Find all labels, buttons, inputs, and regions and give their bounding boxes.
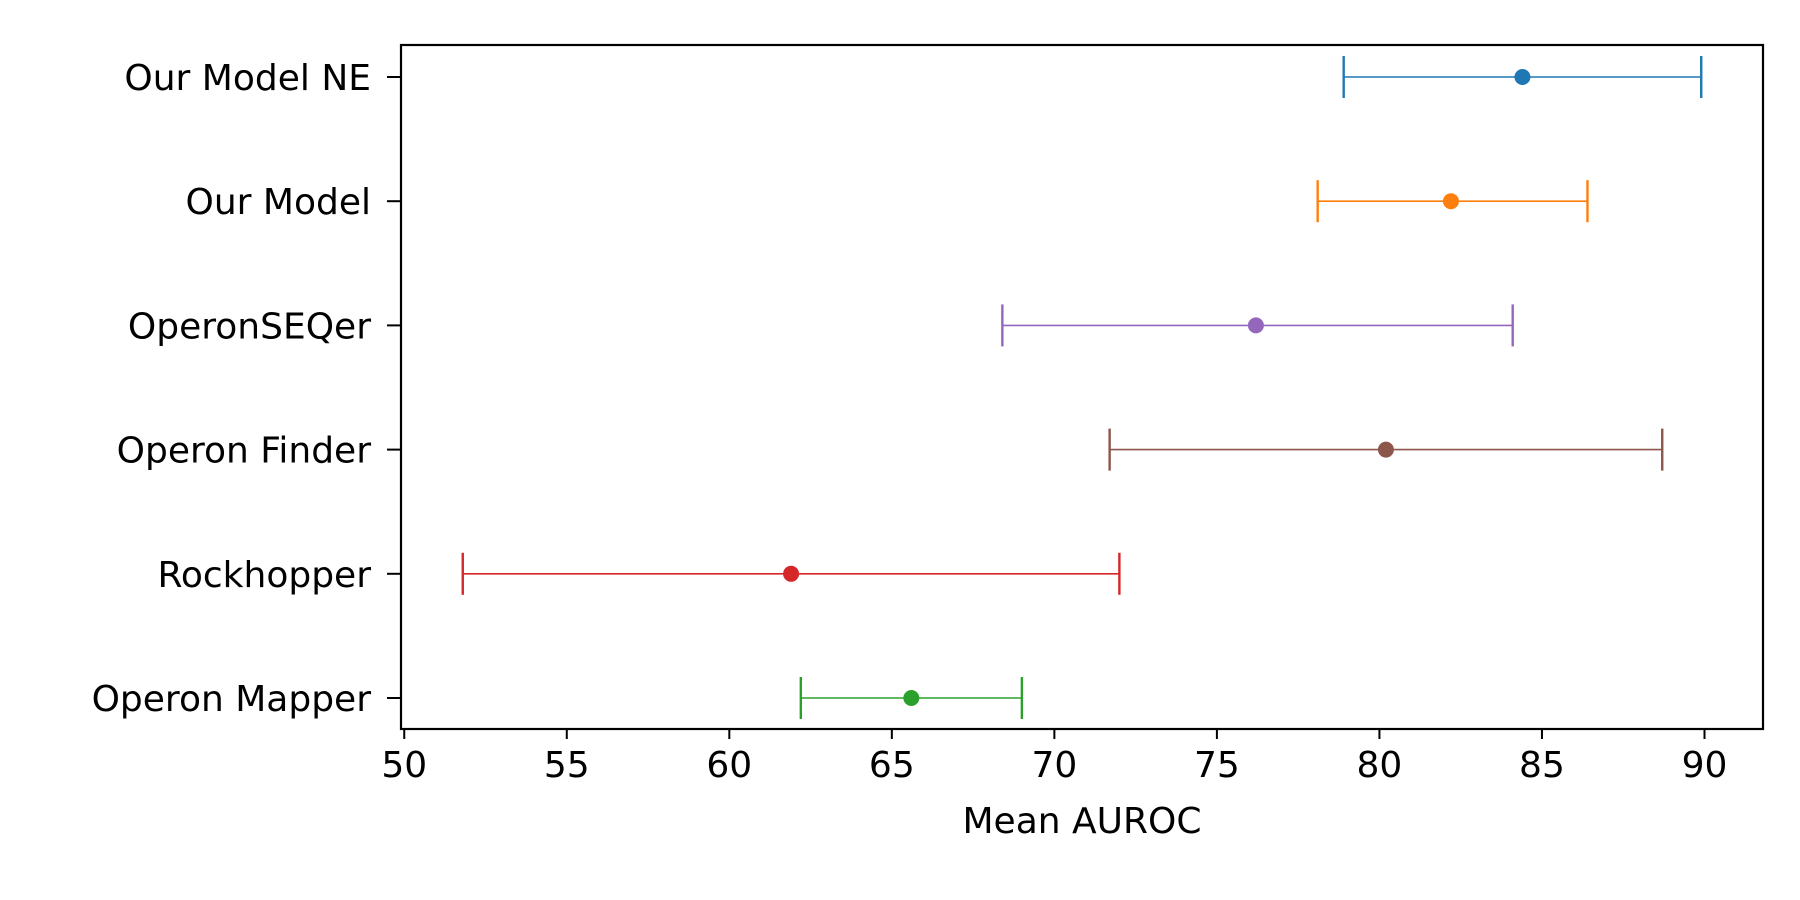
x-tick-label: 80: [1357, 745, 1403, 786]
mean-point: [1247, 317, 1264, 334]
y-tick-label: Rockhopper: [157, 555, 371, 596]
x-axis-title: Mean AUROC: [963, 801, 1202, 842]
chart-marks: [461, 56, 1703, 719]
mean-point: [1442, 193, 1459, 210]
y-tick-label: Our Model: [186, 182, 371, 223]
errorbar-group: [799, 677, 1024, 719]
y-axis: Our Model NE Our Model OperonSEQer Operon F…: [92, 58, 401, 720]
y-tick-label: Operon Mapper: [92, 679, 372, 720]
mean-point: [1514, 69, 1531, 85]
x-tick-label: 60: [706, 745, 752, 786]
x-axis: 50 55 60 65 70 75 80 85 90: [381, 729, 1727, 786]
x-tick-label: 90: [1682, 745, 1728, 786]
y-tick-label: Our Model NE: [124, 58, 371, 99]
errorbar-group: [1108, 428, 1664, 471]
errorbar-group: [1316, 180, 1589, 223]
x-tick-label: 50: [381, 745, 427, 786]
x-tick-label: 75: [1194, 745, 1240, 786]
mean-point: [903, 690, 920, 706]
errorbar-group: [1001, 304, 1514, 347]
errorbar-group: [1342, 56, 1703, 98]
x-tick-label: 65: [869, 745, 915, 786]
mean-point: [783, 565, 800, 582]
plot-frame: [399, 43, 1765, 731]
x-tick-label: 55: [544, 745, 590, 786]
mean-point: [1377, 441, 1394, 458]
y-tick-label: OperonSEQer: [128, 306, 371, 347]
x-tick-label: 70: [1031, 745, 1077, 786]
x-tick-label: 85: [1519, 745, 1565, 786]
errorbar-group: [461, 552, 1121, 595]
y-tick-label: Operon Finder: [117, 431, 372, 472]
